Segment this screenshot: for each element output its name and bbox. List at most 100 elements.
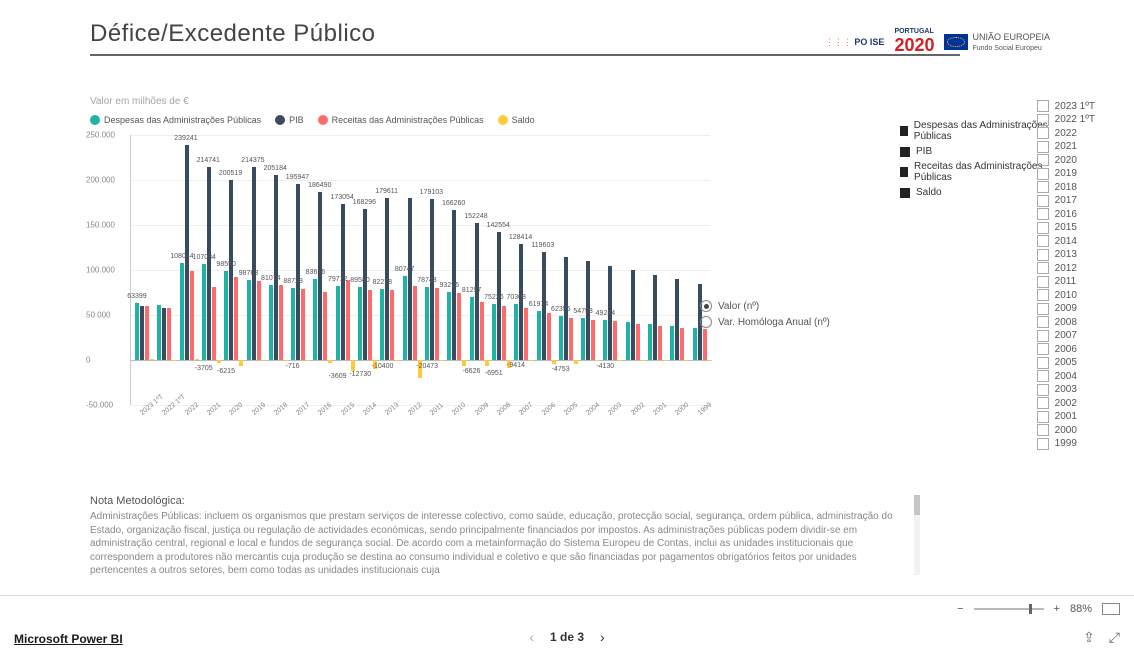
bar-saldo[interactable]	[618, 360, 622, 361]
bar-receitas[interactable]	[413, 286, 417, 360]
bar-receitas[interactable]	[703, 329, 707, 360]
year-checkbox[interactable]: 2004	[1037, 370, 1095, 382]
legend-item[interactable]: Despesas das Administrações Públicas	[90, 115, 261, 125]
year-checkbox[interactable]: 2017	[1037, 195, 1095, 207]
year-checkbox[interactable]: 2006	[1037, 343, 1095, 355]
bar-despesas[interactable]	[648, 324, 652, 360]
year-checkbox[interactable]: 2000	[1037, 424, 1095, 436]
bar-receitas[interactable]	[145, 306, 149, 360]
year-checkbox[interactable]: 2008	[1037, 316, 1095, 328]
bar-saldo[interactable]	[217, 360, 221, 363]
bar-group[interactable]	[247, 167, 266, 360]
bar-group[interactable]	[157, 305, 176, 360]
bar-despesas[interactable]	[626, 322, 630, 360]
bar-despesas[interactable]	[313, 279, 317, 360]
bar-despesas[interactable]	[581, 318, 585, 360]
bar-pib[interactable]	[162, 308, 166, 360]
bar-receitas[interactable]	[368, 290, 372, 360]
powerbi-brand-link[interactable]: Microsoft Power BI	[14, 632, 123, 646]
bar-despesas[interactable]	[470, 297, 474, 360]
bar-receitas[interactable]	[547, 313, 551, 360]
year-checkbox[interactable]: 2016	[1037, 208, 1095, 220]
bar-receitas[interactable]	[480, 302, 484, 361]
legend-item[interactable]: Saldo	[498, 115, 535, 125]
bar-receitas[interactable]	[613, 321, 617, 360]
year-checkbox[interactable]: 2011	[1037, 276, 1095, 288]
bar-receitas[interactable]	[636, 324, 640, 360]
bar-despesas[interactable]	[537, 311, 541, 360]
year-checkbox[interactable]: 2019	[1037, 168, 1095, 180]
bar-saldo[interactable]	[239, 360, 243, 366]
bar-pib[interactable]	[207, 167, 211, 360]
bar-receitas[interactable]	[591, 320, 595, 361]
legend-item[interactable]: PIB	[275, 115, 304, 125]
year-checkbox[interactable]: 1999	[1037, 438, 1095, 450]
bar-saldo[interactable]	[596, 360, 600, 361]
year-checkbox[interactable]: 2015	[1037, 222, 1095, 234]
year-checkbox[interactable]: 2013	[1037, 249, 1095, 261]
prev-page-button[interactable]: ‹	[529, 629, 534, 645]
bar-receitas[interactable]	[212, 287, 216, 360]
zoom-in-button[interactable]: +	[1054, 603, 1060, 615]
bar-saldo[interactable]	[574, 360, 578, 364]
bar-saldo[interactable]	[195, 359, 199, 360]
bar-group[interactable]	[269, 175, 288, 360]
radio-option[interactable]: Var. Homóloga Anual (nº)	[700, 316, 830, 328]
year-checkbox[interactable]: 2007	[1037, 330, 1095, 342]
bar-pib[interactable]	[140, 306, 144, 360]
bar-saldo[interactable]	[440, 360, 444, 361]
year-checkbox[interactable]: 2014	[1037, 235, 1095, 247]
bar-despesas[interactable]	[380, 289, 384, 360]
bar-receitas[interactable]	[279, 285, 283, 360]
bar-saldo[interactable]	[150, 359, 154, 360]
bar-despesas[interactable]	[291, 288, 295, 360]
bar-chart[interactable]: -50.000050.000100.000150.000200.000250.0…	[90, 135, 710, 435]
bar-despesas[interactable]	[247, 280, 251, 360]
year-checkbox[interactable]: 2012	[1037, 262, 1095, 274]
bar-despesas[interactable]	[514, 304, 518, 360]
year-checkbox[interactable]: 2021	[1037, 141, 1095, 153]
bar-receitas[interactable]	[190, 271, 194, 360]
year-checkbox[interactable]: 2010	[1037, 289, 1095, 301]
bar-despesas[interactable]	[403, 276, 407, 360]
bar-pib[interactable]	[252, 167, 256, 360]
bar-receitas[interactable]	[167, 308, 171, 360]
fit-to-page-icon[interactable]	[1102, 603, 1120, 615]
year-checkbox[interactable]: 2020	[1037, 154, 1095, 166]
year-checkbox[interactable]: 2002	[1037, 397, 1095, 409]
bar-receitas[interactable]	[680, 328, 684, 360]
bar-saldo[interactable]	[641, 360, 645, 361]
year-checkbox[interactable]: 2018	[1037, 181, 1095, 193]
bar-pib[interactable]	[653, 275, 657, 361]
bar-receitas[interactable]	[323, 292, 327, 360]
bar-saldo[interactable]	[395, 360, 399, 361]
bar-despesas[interactable]	[670, 326, 674, 360]
bar-despesas[interactable]	[603, 320, 607, 361]
bar-despesas[interactable]	[425, 287, 429, 360]
legend-item[interactable]: PIB	[900, 146, 1050, 157]
bar-receitas[interactable]	[346, 280, 350, 360]
bar-saldo[interactable]	[462, 360, 466, 366]
bar-pib[interactable]	[675, 279, 679, 360]
bar-despesas[interactable]	[202, 264, 206, 360]
bar-receitas[interactable]	[257, 281, 261, 360]
bar-saldo[interactable]	[351, 360, 355, 371]
bar-despesas[interactable]	[492, 304, 496, 360]
bar-group[interactable]	[670, 279, 689, 360]
bar-saldo[interactable]	[172, 360, 176, 361]
bar-group[interactable]	[648, 275, 667, 361]
bar-group[interactable]	[626, 270, 645, 360]
note-scrollbar[interactable]	[914, 495, 920, 575]
legend-item[interactable]: Saldo	[900, 187, 1050, 198]
year-checkbox[interactable]: 2022	[1037, 127, 1095, 139]
bar-receitas[interactable]	[658, 326, 662, 360]
zoom-out-button[interactable]: −	[957, 603, 963, 615]
bar-receitas[interactable]	[457, 293, 461, 361]
bar-pib[interactable]	[519, 244, 523, 360]
bar-despesas[interactable]	[135, 303, 139, 360]
radio-option[interactable]: Valor (nº)	[700, 300, 830, 312]
bar-receitas[interactable]	[301, 289, 305, 360]
share-icon[interactable]: ⇪	[1083, 629, 1095, 646]
bar-despesas[interactable]	[269, 285, 273, 360]
bar-receitas[interactable]	[502, 306, 506, 360]
